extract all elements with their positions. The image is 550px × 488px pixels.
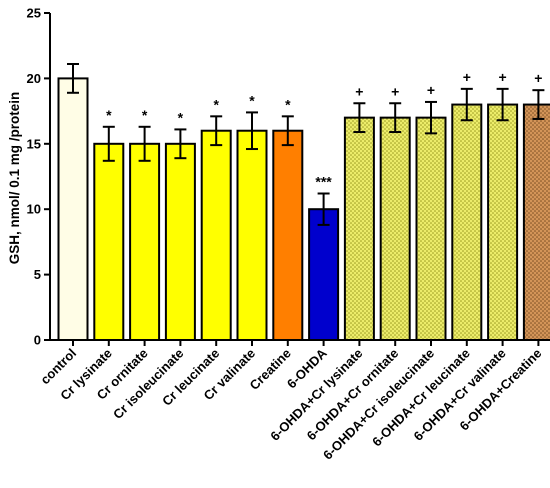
significance-mark: + xyxy=(499,69,507,85)
bar xyxy=(164,142,196,341)
bar xyxy=(379,116,411,341)
bar xyxy=(57,77,89,342)
bars xyxy=(57,77,550,342)
significance-mark: + xyxy=(355,83,363,99)
y-tick-label: 0 xyxy=(34,333,41,348)
bar xyxy=(308,208,340,341)
significance-mark: + xyxy=(427,82,435,98)
y-tick-label: 20 xyxy=(27,71,41,86)
significance-mark: * xyxy=(178,109,184,125)
y-tick-label: 5 xyxy=(34,267,41,282)
bar xyxy=(487,103,519,341)
bar xyxy=(200,129,232,341)
y-tick-label: 10 xyxy=(27,202,41,217)
significance-mark: + xyxy=(391,83,399,99)
significance-mark: * xyxy=(249,92,255,108)
y-tick-label: 25 xyxy=(27,6,41,21)
significance-mark: + xyxy=(534,70,542,86)
significance-mark: * xyxy=(142,107,148,123)
bar xyxy=(236,129,268,341)
bar xyxy=(451,103,483,341)
bar xyxy=(93,142,125,341)
significance-mark: + xyxy=(463,69,471,85)
bar xyxy=(272,129,304,341)
error-bars xyxy=(67,63,545,226)
y-axis: 0 5 10 15 20 25 xyxy=(27,6,51,348)
significance-mark: * xyxy=(285,96,291,112)
significance-mark: * xyxy=(213,96,219,112)
y-axis-label: GSH, nmol/ 0.1 mg /protein xyxy=(7,92,22,265)
y-tick-label: 15 xyxy=(27,136,41,151)
significance-marks: * * ** * ****+ + ++ + + xyxy=(106,69,542,190)
bar xyxy=(522,103,550,341)
bar xyxy=(415,116,447,341)
significance-mark: * xyxy=(106,107,112,123)
bar xyxy=(343,116,375,341)
significance-mark: *** xyxy=(315,174,332,190)
bar xyxy=(129,142,161,341)
